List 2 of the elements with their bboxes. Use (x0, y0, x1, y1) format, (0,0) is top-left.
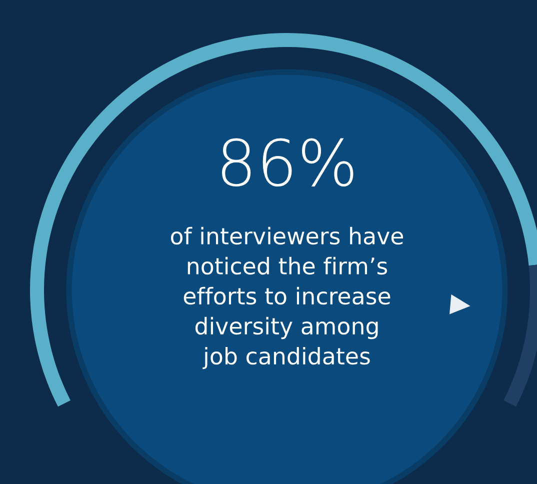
text: 86% (222, 138, 354, 187)
text: of interviewers have noticed the firm’s efforts to increase diversity among job candidates (171, 226, 404, 370)
